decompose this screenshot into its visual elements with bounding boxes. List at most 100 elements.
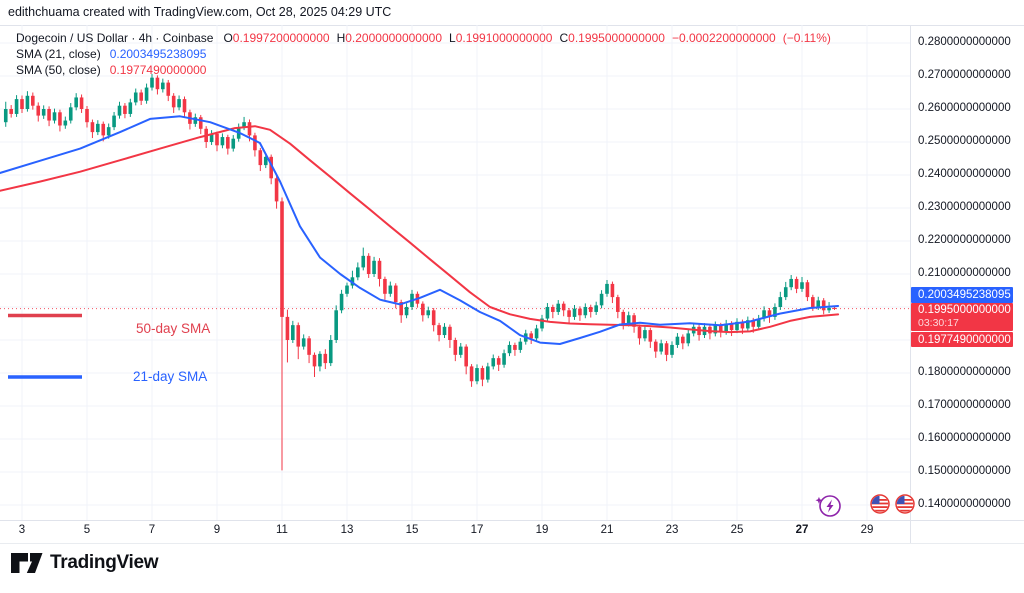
candle-down (794, 278, 799, 289)
candle-up (328, 340, 333, 364)
candle-down (513, 344, 517, 350)
candle-down (718, 325, 723, 332)
candle-down (637, 326, 642, 339)
time-tick-label: 19 (535, 524, 549, 536)
us-flag-event-icon[interactable] (870, 494, 890, 519)
candle-up (3, 109, 8, 123)
candle-down (399, 302, 403, 316)
legend-sma50-row[interactable]: SMA (50, close) 0.1977490000000 (16, 62, 838, 78)
price-tick-label: 0.2300000000000 (918, 201, 1011, 213)
price-chart-plot[interactable] (0, 25, 910, 520)
change-percent: (−0.11%) (782, 31, 831, 45)
sma21-line[interactable] (0, 115, 840, 345)
candle-down (36, 105, 41, 116)
sma21-value: 0.2003495238095 (109, 47, 207, 61)
candle-down (215, 133, 219, 146)
candle-down (166, 82, 171, 96)
candle-up (339, 293, 344, 311)
economic-event-flash-icon[interactable] (813, 490, 843, 525)
candle-up (291, 325, 295, 340)
candle-up (724, 323, 728, 332)
time-tick-label: 9 (213, 524, 221, 536)
candle-down (469, 366, 474, 382)
close-letter: C (559, 31, 569, 45)
sma21-label: SMA (21, close) (16, 47, 101, 61)
low-value: 0.1991000000000 (455, 31, 553, 45)
last-price-badge: 0.1995000000000 03:30:17 (911, 303, 1013, 331)
annotation-label-50day-sma: 50-day SMA (136, 321, 211, 336)
candle-down (377, 260, 382, 279)
time-tick-label: 27 (795, 524, 809, 536)
candle-down (9, 109, 13, 114)
candle-down (453, 340, 458, 355)
candle-down (832, 307, 837, 309)
candle-up (128, 102, 133, 114)
candle-down (811, 297, 815, 307)
candle-up (442, 326, 447, 336)
candle-down (182, 99, 187, 113)
candle-up (659, 343, 663, 352)
candle-up (507, 344, 512, 354)
candle-up (356, 267, 360, 278)
candle-up (52, 112, 57, 121)
candle-up (534, 328, 539, 339)
candle-up (675, 336, 680, 345)
legend-sma21-row[interactable]: SMA (21, close) 0.2003495238095 (16, 46, 838, 62)
candle-up (301, 338, 306, 347)
candle-down (431, 310, 436, 326)
candle-up (334, 310, 338, 340)
candle-down (274, 178, 279, 202)
candle-up (756, 318, 761, 327)
candle-up (388, 285, 393, 294)
candle-down (383, 278, 387, 294)
candle-down (567, 310, 571, 317)
candle-down (464, 346, 468, 367)
candle-up (193, 117, 198, 124)
candle-up (491, 358, 496, 367)
sma50-value: 0.1977490000000 (109, 63, 207, 77)
open-value: 0.1997200000000 (232, 31, 330, 45)
tradingview-logo[interactable]: TradingView (11, 552, 159, 574)
candle-up (318, 353, 322, 367)
candle-up (746, 320, 750, 329)
time-tick-label: 3 (18, 524, 26, 536)
price-tick-label: 0.1700000000000 (918, 399, 1011, 411)
candle-up (96, 123, 100, 133)
sma50-price-badge: 0.1977490000000 (911, 332, 1013, 347)
candle-down (323, 353, 328, 364)
time-tick-label: 29 (860, 524, 874, 536)
candle-up (133, 92, 138, 103)
candle-down (296, 325, 301, 347)
candle-down (578, 308, 582, 316)
candle-up (783, 287, 788, 298)
sma50-line[interactable] (0, 125, 840, 334)
candle-up (518, 341, 523, 350)
chart-legend: Dogecoin / US Dollar · 4h · Coinbase O0.1… (16, 30, 838, 78)
candle-up (161, 82, 165, 90)
candle-up (789, 278, 793, 288)
candle-down (31, 95, 35, 106)
price-tick-label: 0.2600000000000 (918, 102, 1011, 114)
candle-down (366, 255, 371, 274)
attribution-text: edithchuama created with TradingView.com… (8, 5, 392, 19)
us-flag-event-icon[interactable] (895, 494, 915, 519)
tradingview-logo-text: TradingView (50, 552, 159, 573)
time-tick-label: 23 (665, 524, 679, 536)
candle-up (605, 283, 609, 294)
price-tick-label: 0.1600000000000 (918, 432, 1011, 444)
candle-down (632, 315, 636, 327)
candle-up (426, 310, 431, 316)
candle-down (437, 325, 441, 336)
candle-up (594, 305, 598, 312)
candle-down (198, 117, 203, 129)
candle-up (572, 308, 577, 317)
price-tick-label: 0.1800000000000 (918, 366, 1011, 378)
candle-down (101, 123, 106, 136)
candle-up (545, 307, 550, 319)
candle-up (773, 307, 777, 317)
annotation-label-21day-sma: 21-day SMA (133, 369, 208, 384)
candle-down (561, 303, 566, 311)
candle-down (648, 330, 653, 342)
legend-symbol-row[interactable]: Dogecoin / US Dollar · 4h · Coinbase O0.1… (16, 30, 838, 46)
